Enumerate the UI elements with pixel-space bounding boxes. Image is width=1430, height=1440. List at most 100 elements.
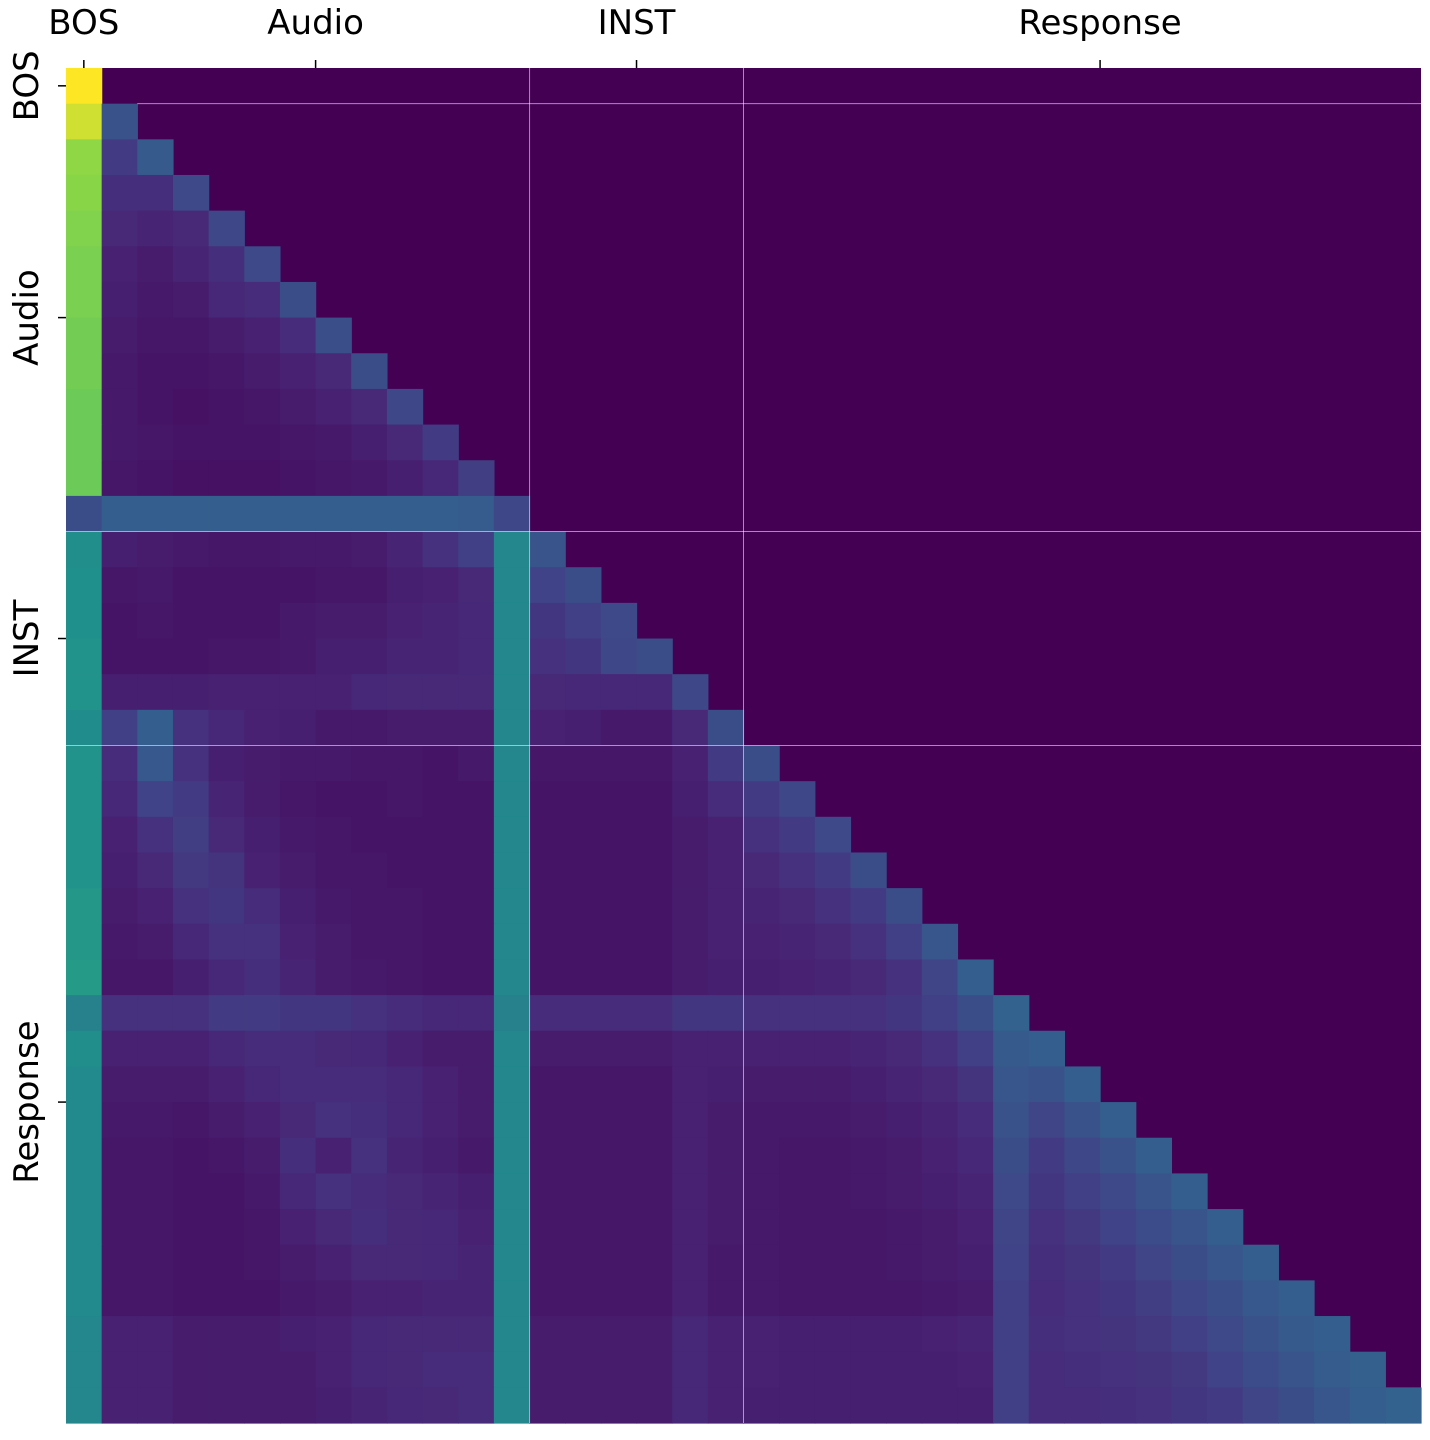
heatmap-cell (279, 674, 317, 711)
heatmap-cell (172, 959, 210, 996)
heatmap-cell (1100, 1351, 1137, 1388)
heatmap-cell (244, 246, 281, 283)
heatmap-cell (422, 816, 459, 854)
heatmap-cell (743, 781, 780, 818)
heatmap-cell (244, 1137, 281, 1174)
heatmap-cell (600, 674, 638, 711)
heatmap-cell (743, 1066, 780, 1103)
heatmap-cell (279, 709, 317, 747)
heatmap-cell (101, 1387, 138, 1424)
heatmap-cell (386, 1173, 424, 1210)
heatmap-cell (422, 745, 459, 782)
heatmap-cell (1171, 1209, 1208, 1246)
heatmap-cell (636, 1316, 673, 1353)
heatmap-cell (636, 888, 673, 925)
heatmap-cell (672, 709, 709, 747)
heatmap-cell (279, 317, 317, 354)
heatmap-cell (137, 1316, 174, 1353)
heatmap-cell (814, 1316, 852, 1353)
heatmap-cell (1064, 1102, 1101, 1139)
heatmap-cell (565, 1137, 602, 1174)
heatmap-cell (1135, 1387, 1172, 1424)
heatmap-cell (244, 602, 281, 640)
heatmap-cell (244, 923, 281, 961)
heatmap-cell (137, 281, 174, 319)
heatmap-cell (636, 852, 673, 889)
heatmap-cell (66, 674, 103, 711)
heatmap-cell (636, 1244, 673, 1281)
heatmap-cell (1028, 1244, 1066, 1281)
heatmap-cell (458, 1102, 495, 1139)
heatmap-cell (921, 1030, 959, 1068)
heatmap-cell (921, 1244, 959, 1281)
heatmap-cell (529, 638, 566, 675)
heatmap-cell (600, 781, 638, 818)
heatmap-cell (101, 852, 138, 889)
heatmap-cell (814, 1066, 852, 1103)
heatmap-cell (66, 1387, 103, 1424)
heatmap-cell (993, 1209, 1030, 1246)
heatmap-cell (66, 1280, 103, 1317)
heatmap-cell (422, 1387, 459, 1424)
heatmap-cell (743, 995, 780, 1032)
heatmap-cell (993, 1137, 1030, 1174)
heatmap-cell (493, 1280, 531, 1317)
heatmap-cell (458, 745, 495, 782)
heatmap-cell (493, 852, 531, 889)
heatmap-cell (529, 923, 566, 961)
heatmap-cell (779, 1387, 816, 1424)
heatmap-cell (921, 959, 959, 996)
heatmap-cell (636, 1066, 673, 1103)
heatmap-cell (850, 1173, 887, 1210)
heatmap-cell (101, 103, 138, 140)
heatmap-cell (66, 68, 103, 105)
heatmap-cell (672, 1209, 709, 1246)
heatmap-cell (137, 816, 174, 854)
heatmap-cell (172, 674, 210, 711)
heatmap-cell (779, 1316, 816, 1353)
heatmap-cell (66, 1102, 103, 1139)
heatmap-cell (279, 1102, 317, 1139)
heatmap-cell (422, 1209, 459, 1246)
heatmap-cell (529, 1351, 566, 1388)
heatmap-cell (1064, 1244, 1101, 1281)
heatmap-cell (244, 638, 281, 675)
heatmap-cell (1064, 1173, 1101, 1210)
heatmap-cell (66, 1137, 103, 1174)
heatmap-cell (493, 495, 531, 533)
heatmap-cell (600, 1351, 638, 1388)
heatmap-cell (493, 709, 531, 747)
heatmap-cell (636, 674, 673, 711)
heatmap-cell (886, 1173, 923, 1210)
heatmap-cell (779, 1209, 816, 1246)
heatmap-cell (1349, 1351, 1386, 1388)
heatmap-cell (386, 1316, 424, 1353)
heatmap-cell (422, 709, 459, 747)
heatmap-cell (137, 709, 174, 747)
heatmap-cell (137, 388, 174, 426)
heatmap-cell (351, 923, 388, 961)
heatmap-cell (886, 1280, 923, 1317)
heatmap-cell (172, 1030, 210, 1068)
heatmap-cell (707, 959, 745, 996)
heatmap-cell (743, 959, 780, 996)
heatmap-cell (208, 995, 245, 1032)
heatmap-cell (315, 674, 352, 711)
heatmap-cell (743, 1102, 780, 1139)
heatmap-cell (208, 674, 245, 711)
heatmap-cell (279, 638, 317, 675)
heatmap-cell (458, 495, 495, 533)
heatmap-cell (422, 1244, 459, 1281)
heatmap-cell (707, 1066, 745, 1103)
heatmap-cell (279, 745, 317, 782)
heatmap-cell (386, 638, 424, 675)
heatmap-cell (244, 959, 281, 996)
heatmap-cell (493, 781, 531, 818)
heatmap-cell (315, 888, 352, 925)
heatmap-cell (458, 674, 495, 711)
heatmap-cell (101, 317, 138, 354)
heatmap-cell (636, 1030, 673, 1068)
heatmap-cell (743, 745, 780, 782)
heatmap-cell (529, 1209, 566, 1246)
heatmap-cell (208, 602, 245, 640)
